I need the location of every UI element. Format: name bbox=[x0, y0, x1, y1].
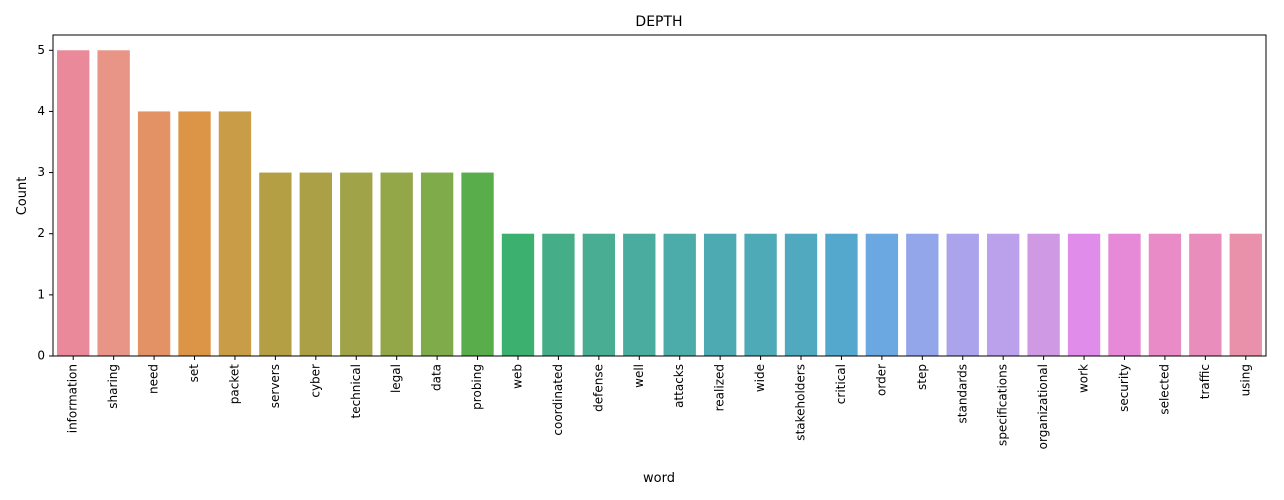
bar-packet bbox=[218, 111, 252, 356]
bar-order bbox=[865, 233, 899, 356]
y-tick-label: 5 bbox=[37, 43, 45, 57]
x-tick-label: security bbox=[1117, 364, 1131, 412]
bar-traffic bbox=[1189, 233, 1222, 356]
x-tick-label: attacks bbox=[672, 364, 686, 408]
x-axis-label: word bbox=[643, 471, 675, 486]
y-tick-label: 3 bbox=[37, 165, 45, 179]
x-tick-label: cyber bbox=[308, 364, 322, 398]
x-tick-label: stakeholders bbox=[794, 364, 808, 441]
plot-frame bbox=[52, 34, 1267, 357]
x-tick-label: probing bbox=[470, 364, 484, 410]
x-tick-label: order bbox=[874, 364, 888, 396]
y-tick-label: 1 bbox=[37, 287, 45, 301]
bar-coordinated bbox=[542, 233, 575, 356]
bar-security bbox=[1108, 233, 1141, 356]
bar-well bbox=[623, 233, 656, 356]
x-tick-label: servers bbox=[268, 364, 282, 408]
y-axis: 0 1 2 3 4 5 bbox=[37, 43, 53, 363]
bar-specifications bbox=[987, 233, 1020, 356]
y-tick-label: 2 bbox=[37, 226, 45, 240]
y-tick-label: 0 bbox=[37, 349, 45, 363]
x-tick-label: selected bbox=[1157, 364, 1171, 415]
bar-data bbox=[420, 172, 454, 356]
x-tick-label: packet bbox=[227, 364, 241, 404]
bar-selected bbox=[1148, 233, 1182, 356]
bar-attacks bbox=[663, 233, 696, 356]
x-tick-label: wide bbox=[753, 364, 767, 392]
bar-web bbox=[501, 233, 535, 356]
x-tick-label: set bbox=[187, 364, 201, 383]
bar-cyber bbox=[299, 172, 332, 356]
x-tick-label: organizational bbox=[1036, 364, 1050, 449]
bar-legal bbox=[380, 172, 413, 356]
chart-title: DEPTH bbox=[635, 14, 682, 30]
x-tick-label: need bbox=[147, 364, 161, 394]
x-tick-label: using bbox=[1238, 364, 1252, 396]
bar-critical bbox=[825, 233, 858, 356]
y-tick-label: 4 bbox=[37, 104, 45, 118]
x-tick-label: defense bbox=[591, 364, 605, 412]
x-tick-label: well bbox=[632, 364, 646, 388]
x-tick-label: sharing bbox=[106, 364, 120, 409]
bar-servers bbox=[259, 172, 292, 356]
bar-information bbox=[57, 50, 90, 357]
x-tick-label: data bbox=[430, 364, 444, 391]
bar-probing bbox=[461, 172, 494, 356]
x-tick-label: work bbox=[1077, 364, 1091, 393]
x-tick-label: coordinated bbox=[551, 364, 565, 436]
bar-wide bbox=[744, 233, 777, 356]
bar-using bbox=[1229, 233, 1262, 356]
bar-sharing bbox=[97, 50, 130, 357]
x-tick-label: information bbox=[66, 364, 80, 433]
x-tick-label: legal bbox=[389, 364, 403, 393]
bars-group bbox=[57, 50, 1262, 357]
x-tick-label: critical bbox=[834, 364, 848, 404]
x-tick-label: specifications bbox=[996, 364, 1010, 446]
bar-organizational bbox=[1027, 233, 1060, 356]
bar-stakeholders bbox=[784, 233, 818, 356]
bar-realized bbox=[703, 233, 737, 356]
x-tick-label: technical bbox=[349, 364, 363, 419]
bar-need bbox=[137, 111, 171, 356]
bar-step bbox=[906, 233, 939, 356]
bar-standards bbox=[946, 233, 979, 356]
bar-work bbox=[1067, 233, 1101, 356]
x-tick-label: standards bbox=[955, 364, 969, 423]
bar-set bbox=[178, 111, 211, 356]
x-tick-label: traffic bbox=[1198, 364, 1212, 399]
bar-defense bbox=[582, 233, 616, 356]
x-tick-label: web bbox=[510, 364, 524, 389]
x-tick-label: step bbox=[915, 364, 929, 390]
x-axis: information sharing need set packet servers cy… bbox=[66, 356, 1252, 449]
x-tick-label: realized bbox=[713, 364, 727, 411]
y-axis-label: Count bbox=[15, 177, 30, 216]
bar-technical bbox=[340, 172, 373, 356]
